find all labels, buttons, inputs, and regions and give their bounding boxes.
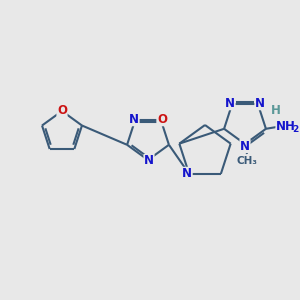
Text: NH: NH bbox=[276, 120, 296, 133]
Text: O: O bbox=[157, 113, 167, 126]
Text: CH₃: CH₃ bbox=[236, 156, 257, 166]
Text: 2: 2 bbox=[292, 125, 298, 134]
Text: N: N bbox=[240, 140, 250, 152]
Text: N: N bbox=[144, 154, 154, 167]
Text: N: N bbox=[129, 113, 139, 126]
Text: N: N bbox=[225, 97, 235, 110]
Text: H: H bbox=[271, 104, 281, 117]
Text: O: O bbox=[57, 104, 67, 118]
Text: N: N bbox=[182, 167, 192, 180]
Text: N: N bbox=[255, 97, 265, 110]
